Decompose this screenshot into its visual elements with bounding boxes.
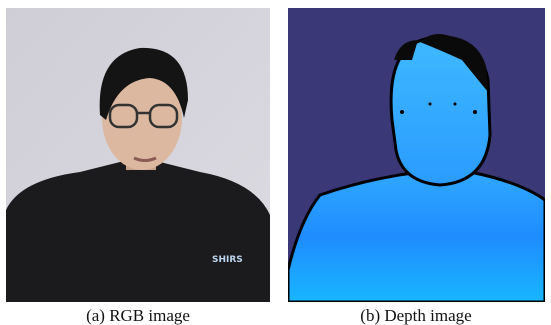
caption-b: (b) Depth image — [360, 306, 471, 325]
depth-image — [288, 8, 545, 302]
shirt-logo: SHIRS — [212, 255, 243, 265]
caption-a: (a) RGB image — [86, 306, 190, 325]
rgb-image: SHIRS — [6, 8, 270, 302]
panel-label: (b) — [360, 306, 380, 325]
figure: SHIRS (a) RGB image (b) Depth image — [0, 0, 551, 325]
panel-label: (a) — [86, 306, 105, 325]
panel-caption: RGB image — [109, 306, 190, 325]
panel-caption: Depth image — [384, 306, 471, 325]
